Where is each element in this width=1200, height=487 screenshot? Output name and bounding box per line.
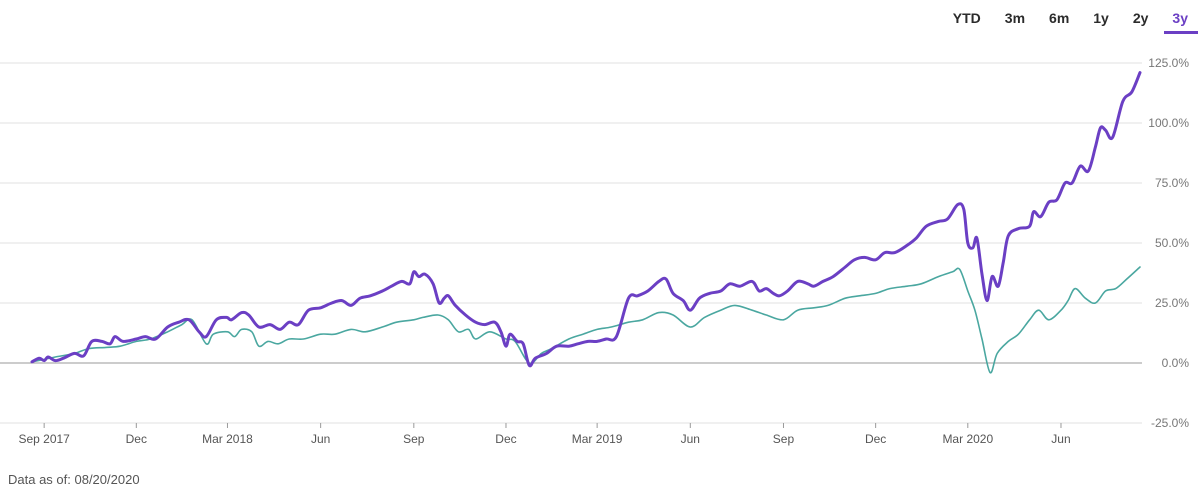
series-line-secondary — [31, 266, 1141, 374]
chart-gridlines — [0, 62, 1142, 424]
x-tick-label: Dec — [126, 432, 147, 446]
tab-3y[interactable]: 3y — [1164, 0, 1198, 36]
series-line-primary — [30, 71, 1142, 368]
tab-1y[interactable]: 1y — [1093, 10, 1109, 26]
y-tick-label: 75.0% — [1155, 176, 1189, 190]
y-tick-label: 100.0% — [1148, 116, 1189, 130]
y-tick-label: 50.0% — [1155, 236, 1189, 250]
y-axis: -25.0% 0.0% 25.0% 50.0% 75.0% 100.0% 125.0% — [1148, 56, 1189, 430]
x-tick-label: Jun — [1051, 432, 1070, 446]
tab-2y[interactable]: 2y — [1132, 10, 1149, 26]
x-tick-label: Sep — [773, 432, 795, 446]
chart-series — [30, 71, 1142, 374]
x-tick-label: Sep — [403, 432, 425, 446]
x-tick-label: Jun — [681, 432, 700, 446]
tab-6m[interactable]: 6m — [1049, 10, 1070, 26]
x-axis: Sep 2017 Dec Mar 2018 Jun Sep Dec Mar 2019 Jun S… — [18, 423, 1071, 446]
y-tick-label: -25.0% — [1151, 416, 1189, 430]
tab-3m[interactable]: 3m — [1004, 10, 1026, 26]
x-tick-label: Mar 2020 — [942, 432, 993, 446]
x-tick-label: Dec — [495, 432, 516, 446]
tab-ytd[interactable]: YTD — [952, 10, 981, 26]
x-tick-label: Mar 2018 — [202, 432, 253, 446]
time-range-tabs: YTD 3m 6m 1y 2y 3y — [941, 0, 1200, 36]
x-tick-label: Jun — [311, 432, 330, 446]
performance-chart: -25.0% 0.0% 25.0% 50.0% 75.0% 100.0% 125.0% Se… — [0, 56, 1189, 446]
y-tick-label: 125.0% — [1148, 56, 1189, 70]
x-tick-label: Sep 2017 — [18, 432, 70, 446]
y-tick-label: 25.0% — [1155, 296, 1189, 310]
x-tick-label: Mar 2019 — [572, 432, 623, 446]
y-tick-label: 0.0% — [1162, 356, 1190, 370]
x-tick-label: Dec — [865, 432, 886, 446]
data-as-of-note: Data as of: 08/20/2020 — [8, 472, 140, 487]
